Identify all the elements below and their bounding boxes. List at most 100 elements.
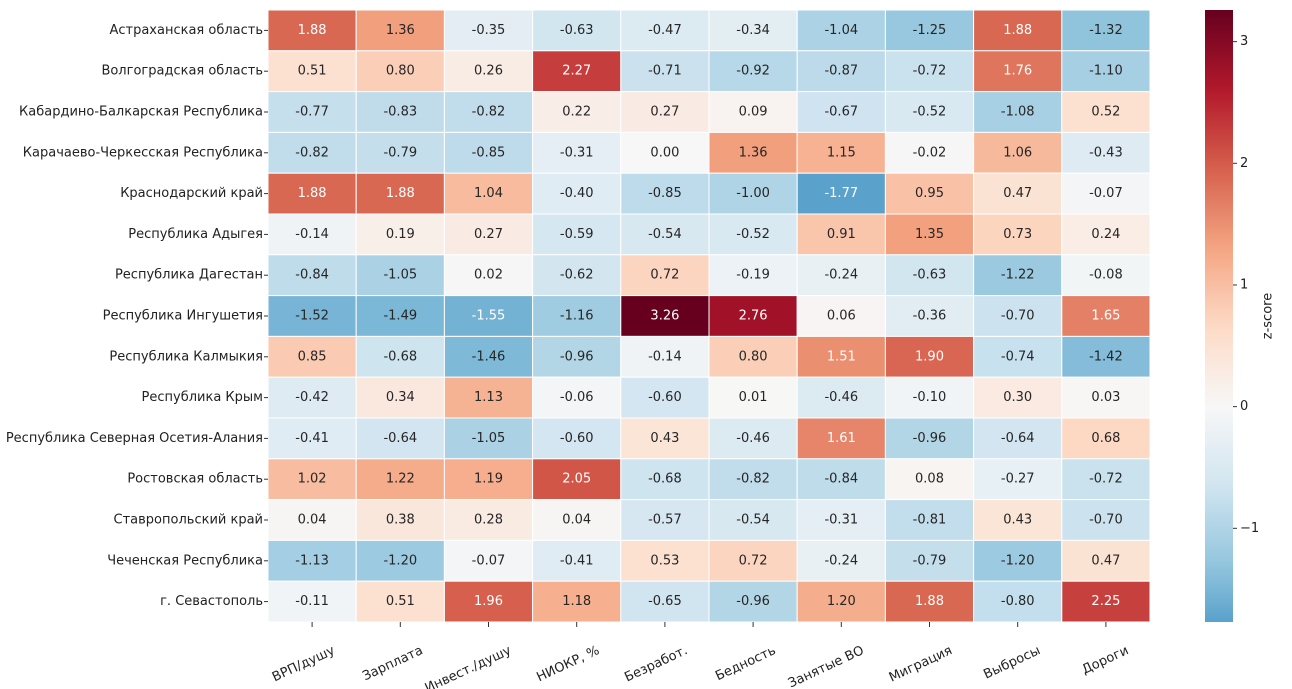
cell-label: -0.52: [913, 105, 947, 120]
cell-label: 0.03: [1091, 390, 1120, 405]
cell-label: 0.38: [386, 513, 415, 528]
cell: [973, 91, 1063, 133]
cell: [355, 335, 445, 378]
x-tick-label: Миграция: [887, 643, 955, 685]
cell-label: -1.46: [472, 349, 506, 364]
cell: [267, 131, 357, 174]
cell: [708, 172, 798, 215]
cell: [796, 376, 886, 419]
cell: [267, 376, 357, 419]
cell-label: -0.07: [1089, 186, 1123, 201]
row-label: Краснодарский край: [120, 186, 263, 201]
cell-label: -0.19: [736, 268, 770, 283]
cell-label: 0.04: [562, 513, 591, 528]
cell: [884, 458, 975, 501]
cell-label: 0.51: [386, 594, 415, 609]
cell-label: 1.13: [474, 390, 503, 405]
cell-label: 0.30: [1003, 390, 1032, 405]
cell-label: 1.96: [474, 594, 503, 609]
cell-label: -1.10: [1089, 64, 1123, 79]
cell: [708, 499, 798, 541]
cell-label: 0.04: [298, 513, 327, 528]
cell-label: 1.76: [1003, 64, 1032, 79]
cell: [708, 376, 798, 419]
x-tick-label: Зарплата: [360, 643, 425, 684]
cell: [973, 131, 1063, 174]
cell: [267, 91, 357, 133]
cell: [884, 91, 975, 133]
cell-label: -0.65: [648, 594, 682, 609]
row-label: Республика Северная Осетия-Алания: [6, 431, 263, 446]
cell: [355, 539, 445, 582]
cell-label: 1.51: [827, 349, 856, 364]
cell-label: -0.46: [824, 390, 858, 405]
cell-label: 2.05: [562, 472, 591, 487]
colorbar-label: z-score: [1261, 293, 1276, 339]
cell: [620, 376, 710, 419]
cell: [1061, 376, 1151, 419]
cell: [443, 580, 534, 623]
colorbar-tick-label: −1: [1240, 521, 1259, 536]
cell: [267, 539, 357, 582]
cell-label: -0.96: [560, 349, 594, 364]
colorbar-tick-label: 2: [1240, 156, 1248, 171]
cell: [355, 50, 445, 93]
cell-label: -0.57: [648, 513, 682, 528]
cell: [532, 254, 622, 297]
cell: [532, 539, 622, 582]
cell-label: -0.31: [560, 145, 594, 160]
cell: [708, 458, 798, 501]
cell: [1061, 9, 1151, 52]
cell-label: 1.65: [1091, 309, 1120, 324]
cell-label: -1.22: [1001, 268, 1035, 283]
cell-label: -0.83: [383, 105, 417, 120]
cell-label: -0.80: [1001, 594, 1035, 609]
cell: [355, 9, 445, 52]
cell-label: -0.64: [1001, 431, 1035, 446]
cell-label: 1.06: [1003, 145, 1032, 160]
cell-label: 2.27: [562, 64, 591, 79]
cell-label: -1.42: [1089, 349, 1123, 364]
row-label: Карачаево-Черкесская Республика: [23, 145, 263, 160]
cell-label: -1.25: [913, 23, 947, 38]
cell-label: 0.22: [562, 105, 591, 120]
cell-label: 1.88: [298, 23, 327, 38]
cell-label: -0.85: [648, 186, 682, 201]
cell: [443, 213, 534, 256]
cell-label: -0.54: [736, 513, 770, 528]
cell-label: -0.41: [560, 553, 594, 568]
cell-label: -0.41: [295, 431, 329, 446]
cell: [443, 499, 534, 541]
cell-label: -0.10: [913, 390, 947, 405]
cell: [1061, 335, 1151, 378]
x-tick-label: Занятые ВО: [786, 643, 866, 689]
cell-label: -0.87: [824, 64, 858, 79]
cell: [708, 213, 798, 256]
cell: [884, 9, 975, 52]
cell-label: -0.84: [295, 268, 329, 283]
cell-label: -0.24: [824, 268, 858, 283]
cell-label: 1.88: [1003, 23, 1032, 38]
row-label: Ставропольский край: [114, 513, 263, 528]
cell: [884, 539, 975, 582]
cell-label: -0.52: [736, 227, 770, 242]
cell-label: -0.96: [736, 594, 770, 609]
cell-label: -0.14: [295, 227, 329, 242]
cell-label: -0.82: [736, 472, 770, 487]
cell: [355, 172, 445, 215]
cell: [532, 50, 622, 93]
cell-label: -0.79: [913, 553, 947, 568]
cell: [532, 376, 622, 419]
cell: [267, 499, 357, 541]
cell-label: -0.81: [913, 513, 947, 528]
cell: [443, 91, 534, 133]
cell: [796, 580, 886, 623]
cell-label: -0.08: [1089, 268, 1123, 283]
cell-label: -0.63: [913, 268, 947, 283]
cell-label: 1.19: [474, 472, 503, 487]
cell: [355, 499, 445, 541]
cell: [973, 376, 1063, 419]
cell-label: -0.67: [824, 105, 858, 120]
cell-label: 0.27: [650, 105, 679, 120]
cell-label: -0.36: [913, 309, 947, 324]
